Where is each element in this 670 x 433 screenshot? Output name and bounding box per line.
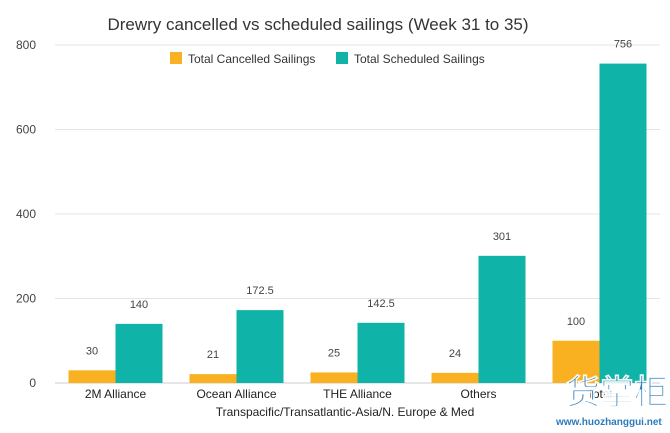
y-axis-ticks: 0 200 400 600 800 [16,38,36,390]
watermark-url: www.huozhanggui.net [555,417,662,428]
bar [68,370,116,383]
data-label: 756 [614,39,632,51]
data-labels: 30 140 21 172.5 25 142.5 24 301 100 756 [86,39,632,362]
category-label: Ocean Alliance [196,387,276,401]
category-label: Others [460,387,496,401]
x-axis-label: Transpacific/Transatlantic-Asia/N. Europ… [216,405,475,419]
data-label: 24 [449,348,461,360]
bar [357,322,405,383]
legend-swatch-scheduled [336,52,348,64]
data-label: 172.5 [246,285,274,297]
y-tick-label: 400 [16,207,36,221]
legend-swatch-cancelled [170,52,182,64]
data-label: 142.5 [367,298,395,310]
bar [115,323,163,383]
legend-label-scheduled: Total Scheduled Sailings [354,52,485,66]
bar [310,372,358,383]
chart-title: Drewry cancelled vs scheduled sailings (… [107,15,528,34]
category-label: THE Alliance [323,387,392,401]
y-tick-label: 800 [16,38,36,52]
category-label: Total [587,387,612,401]
data-label: 301 [493,231,511,243]
y-tick-label: 0 [29,376,36,390]
bar [552,340,600,383]
bar [189,374,237,383]
x-axis-categories: 2M Alliance Ocean Alliance THE Alliance Oth… [85,387,612,401]
data-label: 100 [567,316,585,328]
legend-label-cancelled: Total Cancelled Sailings [188,52,315,66]
bar [599,63,647,384]
bar [431,372,479,383]
bar [478,255,526,383]
bar [236,310,284,383]
legend: Total Cancelled Sailings Total Scheduled… [170,52,485,66]
y-tick-label: 200 [16,292,36,306]
category-label: 2M Alliance [85,387,147,401]
data-label: 30 [86,345,98,357]
watermark-logo: 货掌柜 www.huozhanggui.net [555,374,668,428]
data-label: 140 [130,299,148,311]
bars [68,63,647,384]
y-tick-label: 600 [16,123,36,137]
data-label: 25 [328,347,340,359]
data-label: 21 [207,349,219,361]
watermark-logo-text: 货掌柜 [566,374,668,412]
